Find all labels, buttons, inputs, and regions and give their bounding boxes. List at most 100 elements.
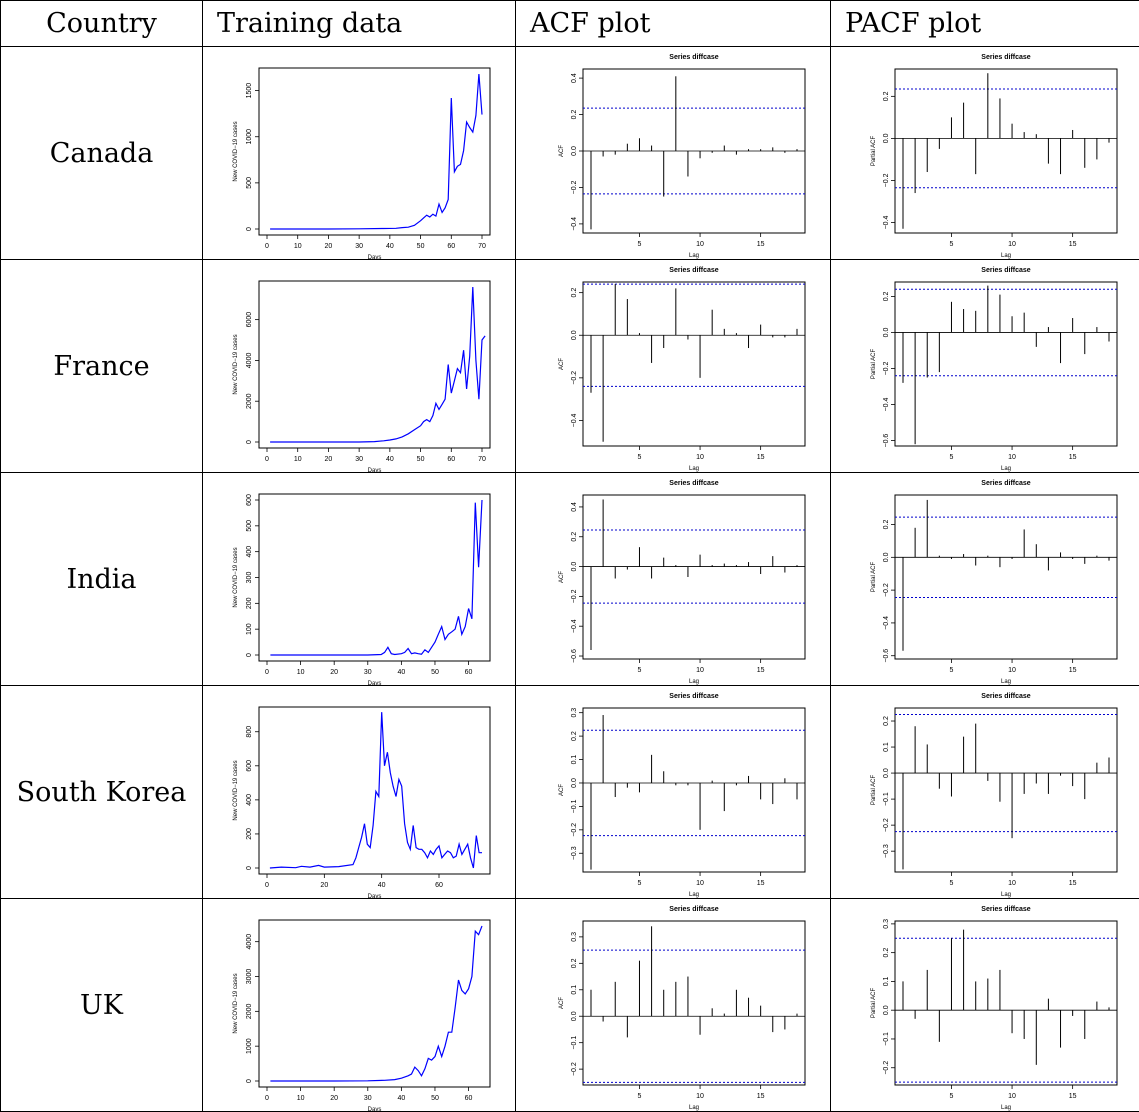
y-tick-label: −0.2 [883, 361, 890, 375]
x-tick-label: 20 [330, 669, 338, 676]
x-tick-label: 20 [325, 456, 333, 463]
x-tick-label: 40 [386, 456, 394, 463]
y-tick-label: −0.1 [883, 1032, 890, 1046]
x-tick-label: 10 [696, 1093, 704, 1100]
plot-title: Series diffcase [981, 480, 1031, 487]
y-tick-label: 0 [246, 653, 253, 657]
x-tick-label: 0 [265, 669, 269, 676]
y-tick-label: 0.0 [571, 778, 578, 788]
x-tick-label: 5 [638, 1093, 642, 1100]
y-tick-label: 0.0 [571, 146, 578, 156]
plot-title: Series diffcase [669, 54, 719, 61]
plot-title: Series diffcase [981, 267, 1031, 274]
country-name: South Korea [1, 686, 203, 899]
y-tick-label: 0.2 [883, 716, 890, 726]
x-tick-label: 10 [1008, 454, 1016, 461]
y-tick-label: −0.2 [571, 371, 578, 385]
plot-frame [583, 495, 805, 659]
x-tick-label: 10 [1008, 1093, 1016, 1100]
y-axis-label: ACF [559, 145, 565, 157]
y-tick-label: −0.4 [571, 413, 578, 427]
x-tick-label: 5 [638, 667, 642, 674]
x-axis-label: Lag [689, 466, 699, 472]
plot-frame [895, 282, 1117, 446]
y-tick-label: 0.0 [883, 552, 890, 562]
x-tick-label: 10 [297, 1095, 305, 1102]
y-tick-label: −0.2 [883, 583, 890, 597]
y-tick-label: 4000 [246, 353, 253, 369]
x-axis-label: Days [368, 255, 382, 259]
x-axis-label: Lag [1001, 1105, 1011, 1111]
plot-frame [259, 281, 490, 448]
y-tick-label: 400 [246, 794, 253, 806]
y-tick-label: 0.2 [571, 532, 578, 542]
x-tick-label: 50 [431, 669, 439, 676]
cases-series-line [270, 926, 482, 1081]
x-tick-label: 0 [265, 243, 269, 250]
y-tick-label: 800 [246, 726, 253, 738]
header-acf-plot: ACF plot [516, 1, 831, 47]
y-tick-label: 1500 [246, 83, 253, 99]
y-tick-label: 100 [246, 623, 253, 635]
header-country: Country [1, 1, 203, 47]
y-tick-label: 0.0 [571, 562, 578, 572]
plot-title: Series diffcase [669, 480, 719, 487]
y-tick-label: −0.1 [571, 799, 578, 813]
x-axis-label: Days [368, 681, 382, 685]
x-tick-label: 10 [1008, 880, 1016, 887]
y-tick-label: 300 [246, 572, 253, 584]
y-tick-label: 2000 [246, 1003, 253, 1019]
x-tick-label: 50 [417, 456, 425, 463]
plot-frame [583, 708, 805, 872]
plot-title: Series diffcase [669, 267, 719, 274]
x-tick-label: 15 [1069, 1093, 1077, 1100]
cases-series-line [270, 500, 482, 655]
x-tick-label: 15 [1069, 667, 1077, 674]
plot-frame [259, 494, 490, 661]
y-tick-label: 1000 [246, 1038, 253, 1054]
x-tick-label: 5 [950, 880, 954, 887]
y-axis-label: ACF [559, 997, 565, 1009]
header-pacf-plot: PACF plot [831, 1, 1139, 47]
x-tick-label: 10 [696, 241, 704, 248]
y-tick-label: −0.1 [571, 1036, 578, 1050]
x-axis-label: Lag [1001, 466, 1011, 472]
country-name: India [1, 473, 203, 686]
x-axis-label: Days [368, 468, 382, 472]
y-tick-label: 3000 [246, 969, 253, 985]
y-tick-label: −0.2 [883, 1061, 890, 1075]
x-axis-label: Days [368, 1107, 382, 1111]
y-tick-label: 0 [246, 1079, 253, 1083]
x-tick-label: 5 [950, 241, 954, 248]
y-axis-label: Partial ACF [871, 135, 877, 166]
y-tick-label: 500 [246, 177, 253, 189]
x-tick-label: 20 [330, 1095, 338, 1102]
plot-frame [895, 921, 1117, 1085]
country-name: UK [1, 899, 203, 1112]
country-name: Canada [1, 47, 203, 260]
y-tick-label: 0.1 [571, 755, 578, 765]
y-axis-label: New COVID−19 cases [233, 334, 239, 394]
plot-title: Series diffcase [669, 906, 719, 913]
y-tick-label: 200 [246, 828, 253, 840]
y-axis-label: Partial ACF [871, 561, 877, 592]
x-tick-label: 40 [397, 669, 405, 676]
x-tick-label: 0 [265, 1095, 269, 1102]
x-tick-label: 5 [638, 880, 642, 887]
plot-title: Series diffcase [981, 693, 1031, 700]
x-tick-label: 15 [1069, 241, 1077, 248]
y-tick-label: −0.3 [883, 844, 890, 858]
plot-frame [259, 68, 490, 235]
x-tick-label: 5 [950, 454, 954, 461]
y-tick-label: 0.1 [883, 742, 890, 752]
y-tick-label: 0 [246, 440, 253, 444]
cases-series-line [270, 712, 482, 868]
